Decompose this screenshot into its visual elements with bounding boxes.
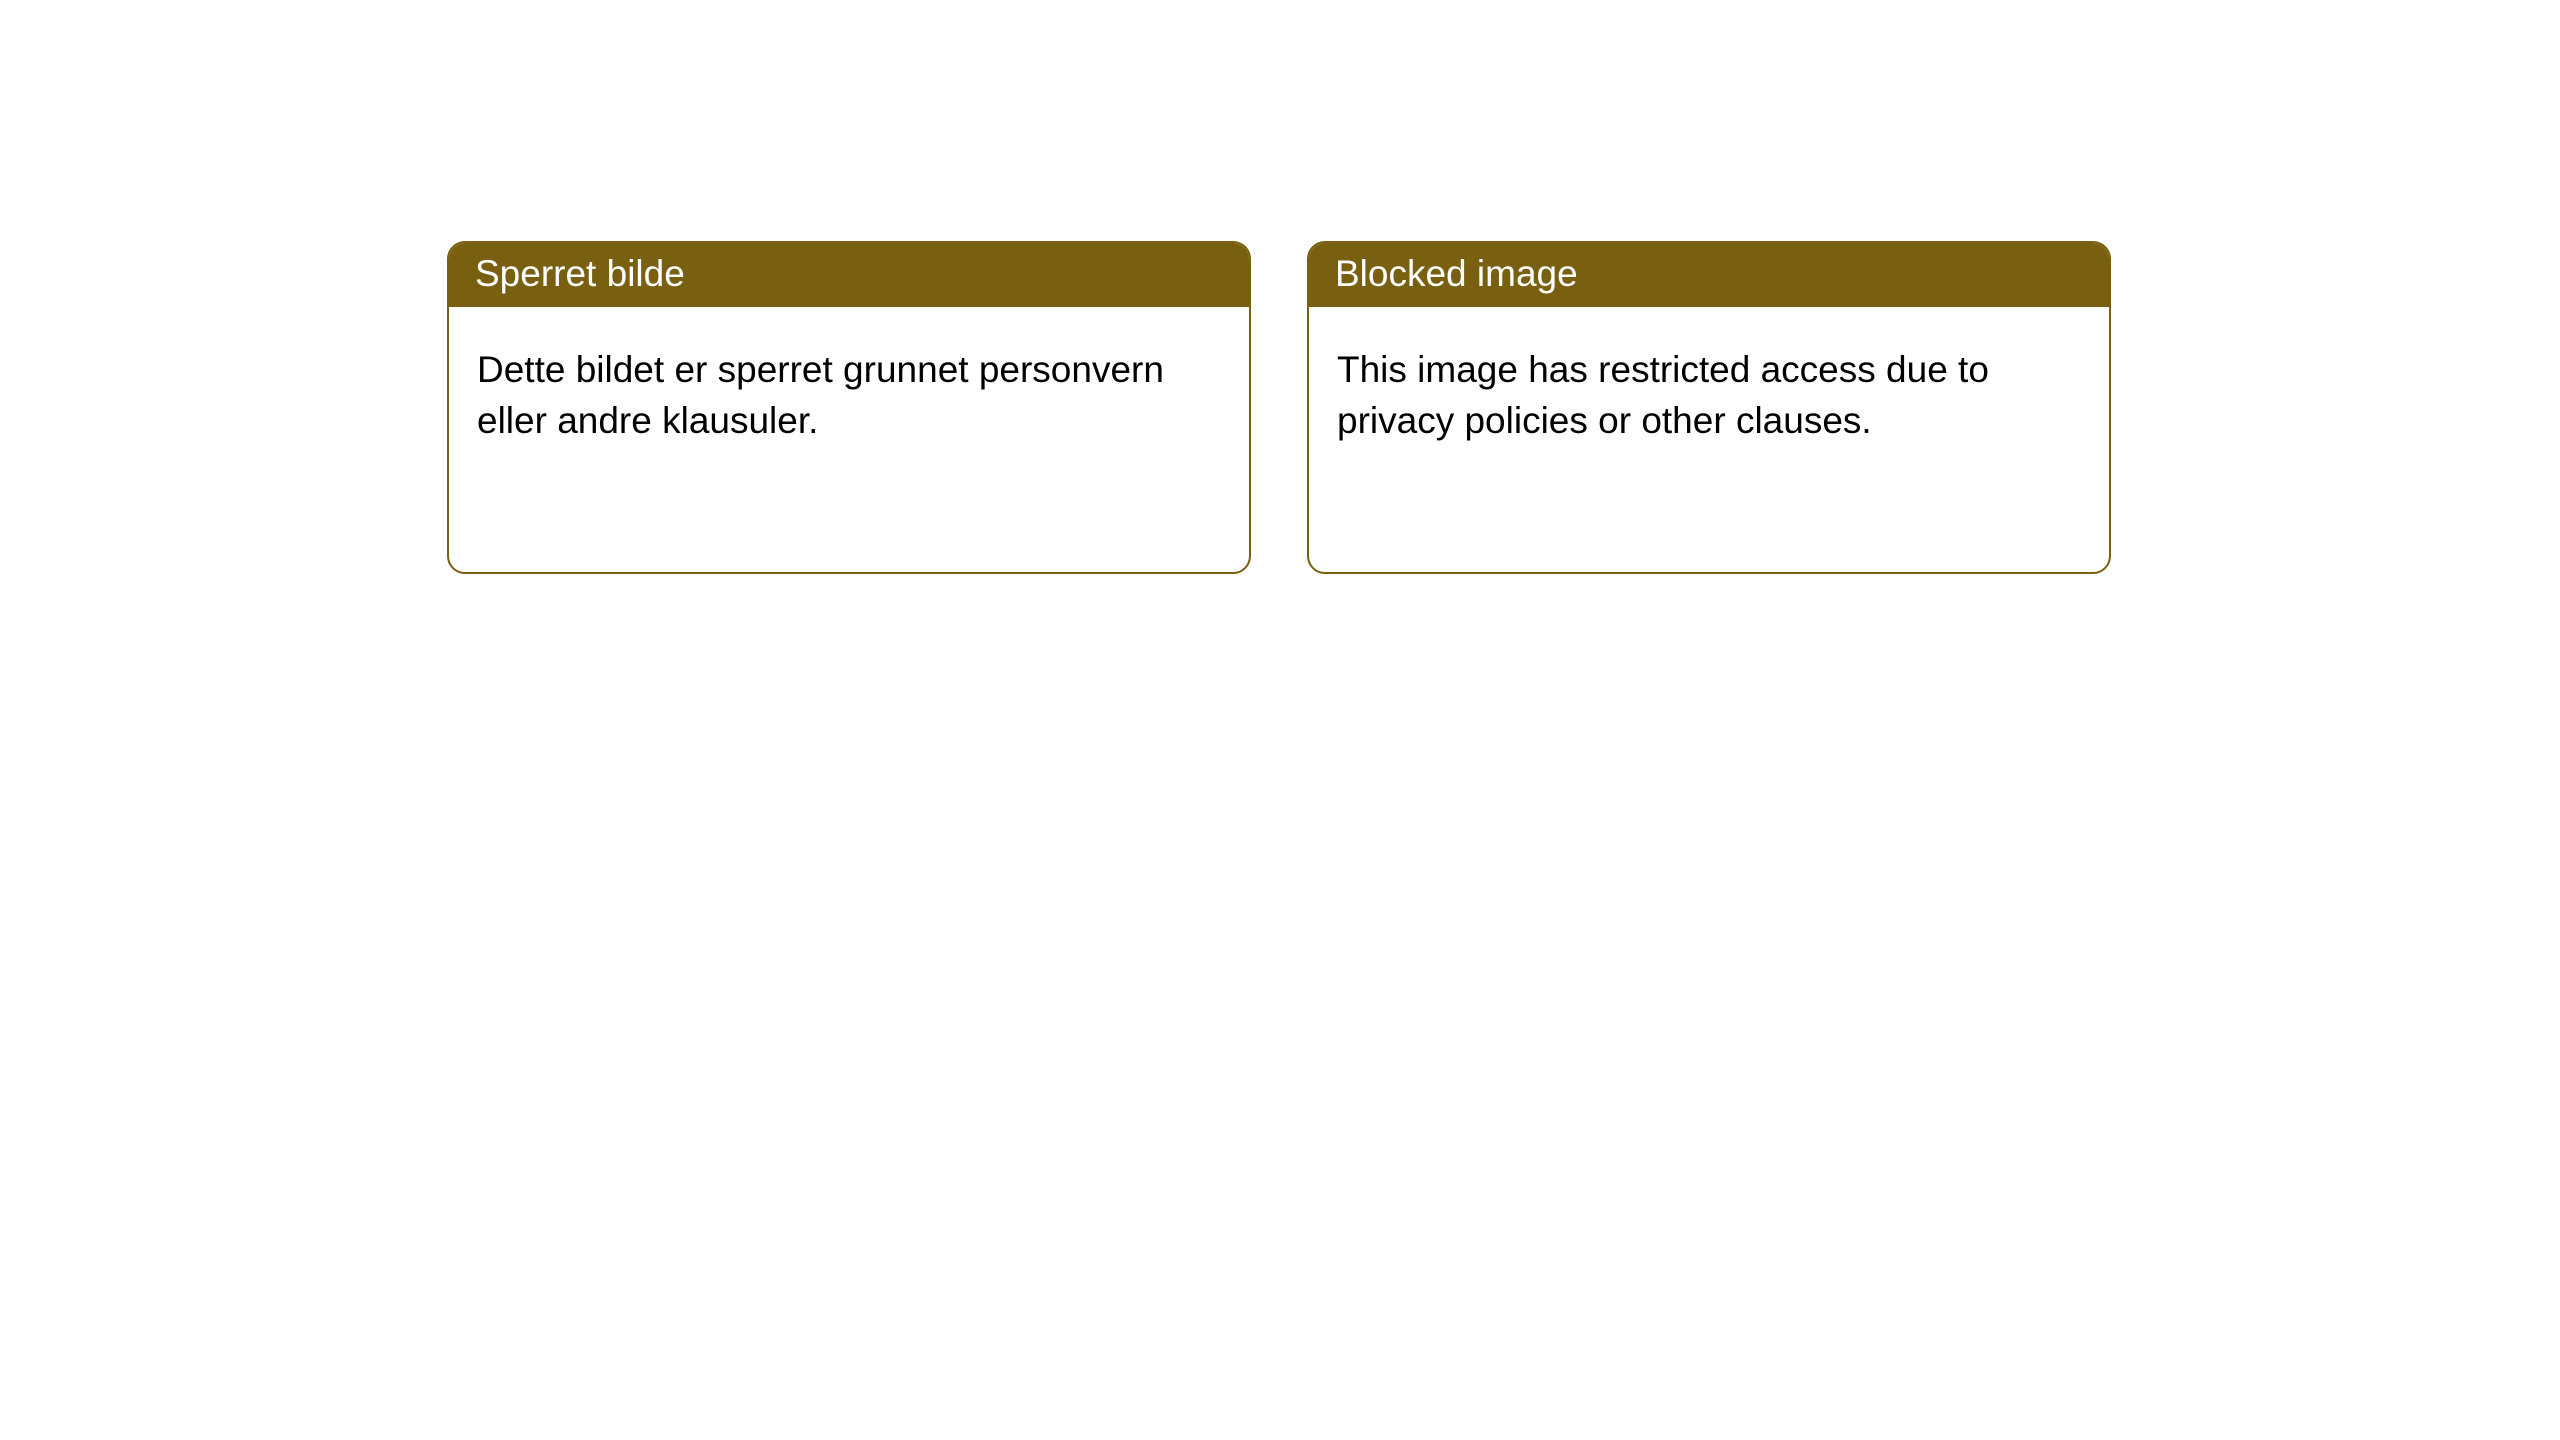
card-title: Sperret bilde xyxy=(475,253,685,294)
card-title: Blocked image xyxy=(1335,253,1578,294)
card-body-text: This image has restricted access due to … xyxy=(1337,349,1989,441)
notice-cards-container: Sperret bilde Dette bildet er sperret gr… xyxy=(0,0,2560,574)
blocked-image-card-norwegian: Sperret bilde Dette bildet er sperret gr… xyxy=(447,241,1251,574)
card-body: This image has restricted access due to … xyxy=(1309,307,2109,474)
card-header: Sperret bilde xyxy=(449,243,1249,307)
card-body: Dette bildet er sperret grunnet personve… xyxy=(449,307,1249,474)
card-header: Blocked image xyxy=(1309,243,2109,307)
blocked-image-card-english: Blocked image This image has restricted … xyxy=(1307,241,2111,574)
card-body-text: Dette bildet er sperret grunnet personve… xyxy=(477,349,1164,441)
